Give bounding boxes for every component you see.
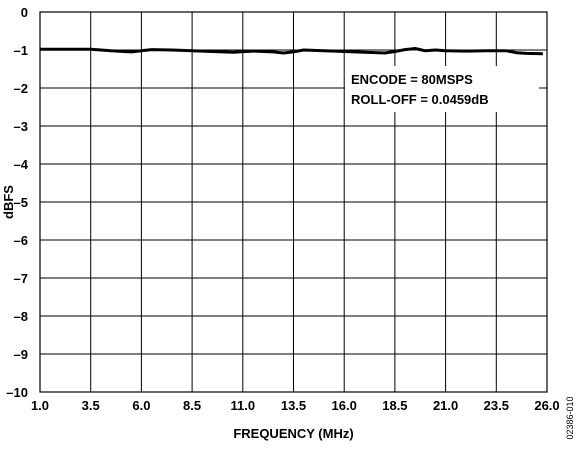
- y-tick-label: –9: [14, 347, 28, 362]
- x-tick-label: 6.0: [132, 398, 150, 413]
- x-tick-label: 18.5: [382, 398, 407, 413]
- y-tick-label: –6: [14, 233, 28, 248]
- x-tick-labels: 1.0 3.5 6.0 8.5 11.0 13.5 16.0 18.5 21.0 23.5 26.0: [31, 398, 560, 413]
- x-tick-label: 13.5: [281, 398, 306, 413]
- y-tick-label: –7: [14, 271, 28, 286]
- x-tick-label: 3.5: [82, 398, 100, 413]
- x-tick-label: 23.5: [484, 398, 509, 413]
- y-tick-label: –10: [6, 385, 28, 400]
- y-tick-label: –1: [14, 43, 28, 58]
- y-tick-label: 0: [21, 5, 28, 20]
- y-tick-label: –8: [14, 309, 28, 324]
- annotation-box: [345, 66, 539, 112]
- x-tick-label: 8.5: [183, 398, 201, 413]
- y-axis-label: dBFS: [1, 185, 16, 219]
- figure-id: 02386-010: [565, 396, 575, 439]
- annotation-encode: ENCODE = 80MSPS: [351, 72, 473, 87]
- annotation-rolloff: ROLL-OFF = 0.0459dB: [351, 92, 489, 107]
- y-tick-labels: 0 –1 –2 –3 –4 –5 –6 –7 –8 –9 –10: [6, 5, 28, 400]
- x-tick-label: 16.0: [332, 398, 357, 413]
- x-tick-label: 11.0: [231, 398, 256, 413]
- x-tick-label: 21.0: [433, 398, 458, 413]
- y-tick-label: –5: [14, 195, 28, 210]
- grid: [40, 12, 547, 392]
- x-tick-label: 1.0: [31, 398, 49, 413]
- plot-frame: [39, 11, 548, 393]
- x-axis-label: FREQUENCY (MHz): [233, 426, 353, 441]
- series-group: [40, 47, 543, 56]
- y-tick-label: –3: [14, 119, 28, 134]
- y-tick-label: –2: [14, 81, 28, 96]
- y-tick-label: –4: [14, 157, 29, 172]
- x-tick-label: 26.0: [534, 398, 559, 413]
- series-line: [40, 47, 543, 56]
